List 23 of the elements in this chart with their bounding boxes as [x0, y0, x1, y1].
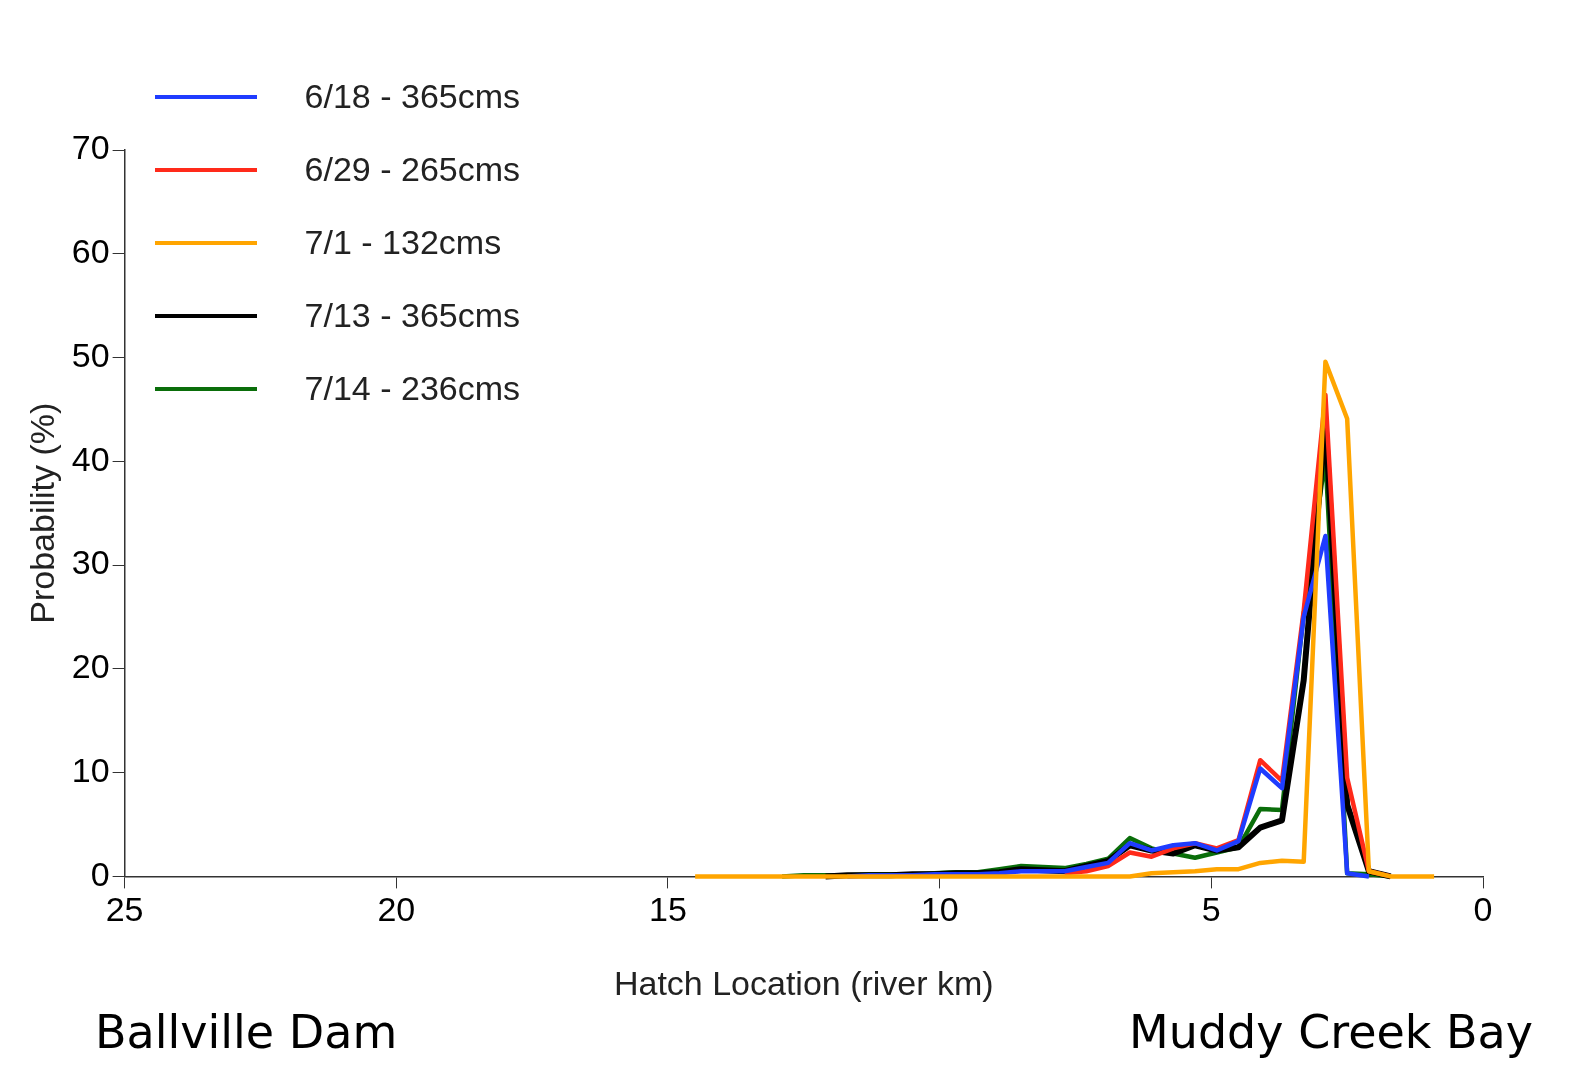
y-tick-label: 30 [71, 543, 110, 582]
legend-label: 7/1 - 132cms [304, 223, 502, 262]
text: Ballville Dam [95, 1005, 398, 1059]
x-tick-label: 15 [649, 890, 687, 929]
y-tick-label: 10 [71, 751, 110, 789]
y-tick-label: 20 [71, 647, 110, 686]
legend-label: 7/14 - 236cms [304, 369, 521, 408]
text: Muddy Creek Bay [1129, 1005, 1533, 1059]
x-tick-label: 0 [1473, 890, 1493, 929]
y-tick-label: 40 [71, 439, 110, 478]
y-tick-label: 60 [71, 232, 110, 271]
x-tick-label: 25 [105, 890, 144, 929]
x-tick-label: 5 [1201, 890, 1221, 929]
y-tick-label: 70 [71, 128, 110, 167]
x-axis-title: Hatch Location (river km) [613, 963, 994, 1002]
y-axis-title: Probability (%) [22, 402, 61, 624]
x-tick-label: 10 [920, 890, 959, 929]
legend-label: 6/29 - 265cms [304, 150, 521, 189]
y-tick-label: 0 [90, 854, 110, 893]
legend-label: 6/18 - 365cms [304, 77, 521, 116]
legend-label: 7/13 - 365cms [304, 296, 521, 335]
y-tick-label: 50 [71, 335, 110, 374]
x-tick-label: 20 [377, 890, 416, 929]
